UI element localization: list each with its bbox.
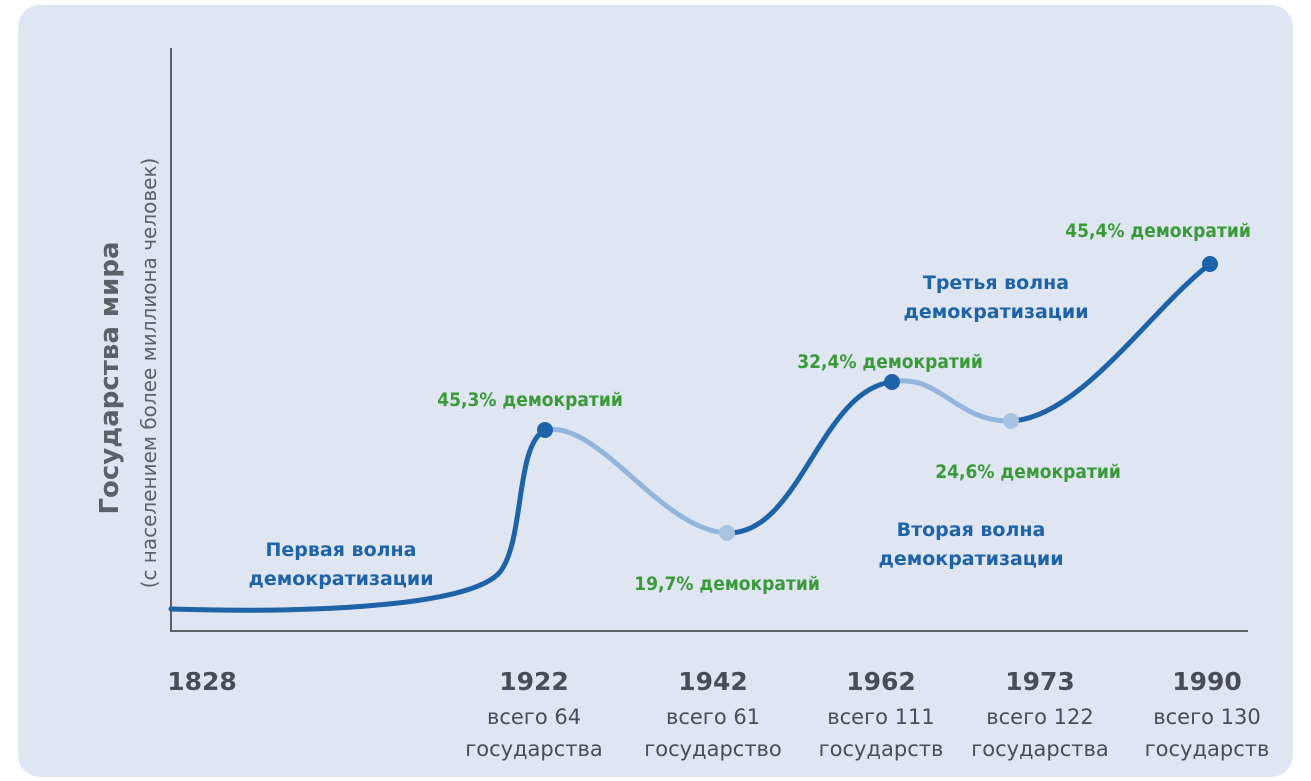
x-sub-1973-noun: государства	[971, 737, 1109, 761]
x-sub-1962-noun: государств	[819, 737, 944, 761]
reverse-wave-2-line	[889, 378, 1014, 424]
x-tick-1962: 1962	[846, 667, 916, 696]
y-axis-subtitle: (с населением более миллиона человек)	[137, 158, 161, 589]
wave-2-label-line1: Вторая волна	[897, 519, 1046, 541]
wave-1-label-line1: Первая волна	[266, 539, 417, 561]
point-1962	[884, 374, 900, 390]
wave-2-line	[724, 379, 895, 536]
wave-3-line	[1008, 261, 1213, 424]
wave-1-line	[168, 427, 548, 613]
point-1942	[719, 525, 735, 541]
x-tick-1828: 1828	[167, 667, 237, 696]
x-sub-1922-noun: государства	[465, 737, 603, 761]
x-tick-1990: 1990	[1172, 667, 1242, 696]
y-axis-title: Государства мира	[95, 241, 125, 514]
x-sub-1962-count: всего 111	[827, 705, 934, 729]
x-tick-1922: 1922	[499, 667, 569, 696]
x-sub-1922-count: всего 64	[487, 705, 581, 729]
reverse-wave-1-line	[542, 426, 730, 536]
x-tick-1942: 1942	[678, 667, 748, 696]
point-1973	[1003, 413, 1019, 429]
pct-label-1942: 19,7% демократий	[634, 573, 820, 595]
pct-label-1973: 24,6% демократий	[935, 461, 1121, 483]
x-sub-1990-count: всего 130	[1153, 705, 1260, 729]
wave-1-label-line2: демократизации	[248, 568, 433, 590]
x-sub-1942-noun: государство	[644, 737, 782, 761]
x-sub-1973-count: всего 122	[986, 705, 1093, 729]
pct-label-1990: 45,4% демократий	[1065, 220, 1251, 242]
point-1990	[1202, 256, 1218, 272]
pct-label-1962: 32,4% демократий	[797, 351, 983, 373]
x-sub-1990-noun: государств	[1145, 737, 1270, 761]
point-1922	[537, 422, 553, 438]
x-sub-1942-count: всего 61	[666, 705, 760, 729]
wave-3-label-line2: демократизации	[903, 301, 1088, 323]
x-tick-1973: 1973	[1005, 667, 1075, 696]
wave-3-label-line1: Третья волна	[923, 272, 1069, 294]
wave-2-label-line2: демократизации	[878, 548, 1063, 570]
pct-label-1922: 45,3% демократий	[437, 389, 623, 411]
